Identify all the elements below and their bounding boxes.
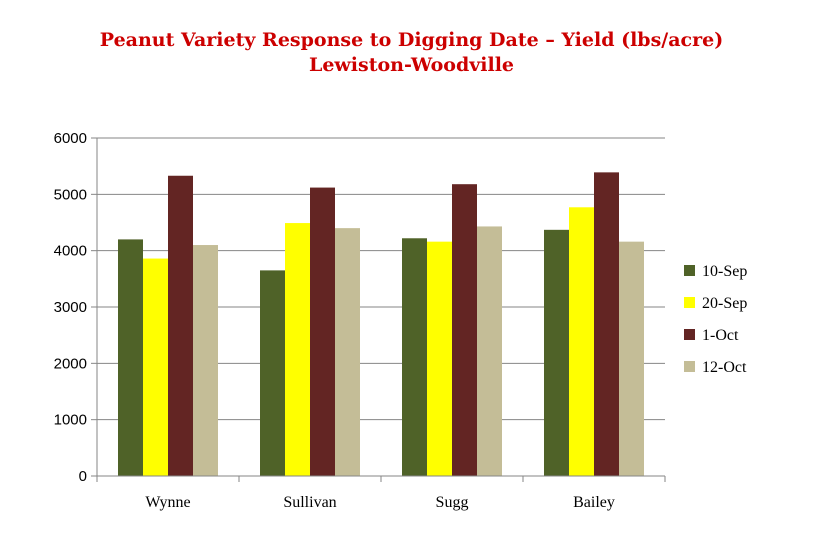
y-tick-label: 4000 [54, 243, 87, 260]
y-tick-label: 3000 [54, 299, 87, 316]
legend-swatch [684, 329, 695, 340]
bar-bailey-12-oct [619, 241, 644, 476]
legend-label: 10-Sep [702, 263, 747, 280]
legend-label: 12-Oct [702, 359, 747, 376]
axes [91, 137, 666, 482]
y-tick-label: 2000 [54, 355, 87, 372]
bars [118, 172, 644, 477]
x-tick-label: Sullivan [283, 494, 336, 511]
legend-swatch [684, 265, 695, 276]
bar-sullivan-12-oct [335, 228, 360, 476]
y-tick-label: 1000 [54, 412, 87, 429]
legend-swatch [684, 361, 695, 372]
y-tick-label: 6000 [54, 130, 87, 147]
x-tick-label: Wynne [145, 494, 190, 511]
bar-sugg-10-sep [402, 238, 427, 476]
bar-bailey-1-oct [594, 172, 619, 476]
x-axis-category-labels: Wynne Sullivan Sugg Bailey [145, 494, 615, 511]
legend-label: 20-Sep [702, 295, 747, 312]
bar-wynne-1-oct [168, 175, 193, 476]
bar-wynne-20-sep [143, 258, 168, 476]
bar-wynne-12-oct [193, 245, 218, 476]
bar-sullivan-20-sep [285, 223, 310, 476]
chart-subtitle: Lewiston-Woodville [308, 54, 515, 76]
x-tick-label: Sugg [436, 494, 469, 511]
y-tick-label: 5000 [54, 186, 87, 203]
bar-wynne-10-sep [118, 239, 143, 476]
bar-bailey-20-sep [569, 207, 594, 477]
legend: 10-Sep 20-Sep 1-Oct 12-Oct [684, 263, 747, 376]
bar-sullivan-10-sep [260, 270, 285, 476]
bar-sugg-20-sep [427, 241, 452, 476]
bar-sullivan-1-oct [310, 187, 335, 476]
bar-sugg-12-oct [477, 226, 502, 476]
y-tick-label: 0 [79, 468, 87, 485]
chart-title-block: Peanut Variety Response to Digging Date … [0, 28, 823, 78]
bar-sugg-1-oct [452, 184, 477, 476]
bar-bailey-10-sep [544, 229, 569, 476]
chart-title: Peanut Variety Response to Digging Date … [99, 29, 724, 51]
legend-label: 1-Oct [702, 327, 739, 344]
legend-swatch [684, 297, 695, 308]
y-axis-tick-labels: 0 1000 2000 3000 4000 5000 6000 [54, 130, 87, 485]
x-tick-label: Bailey [573, 494, 615, 511]
